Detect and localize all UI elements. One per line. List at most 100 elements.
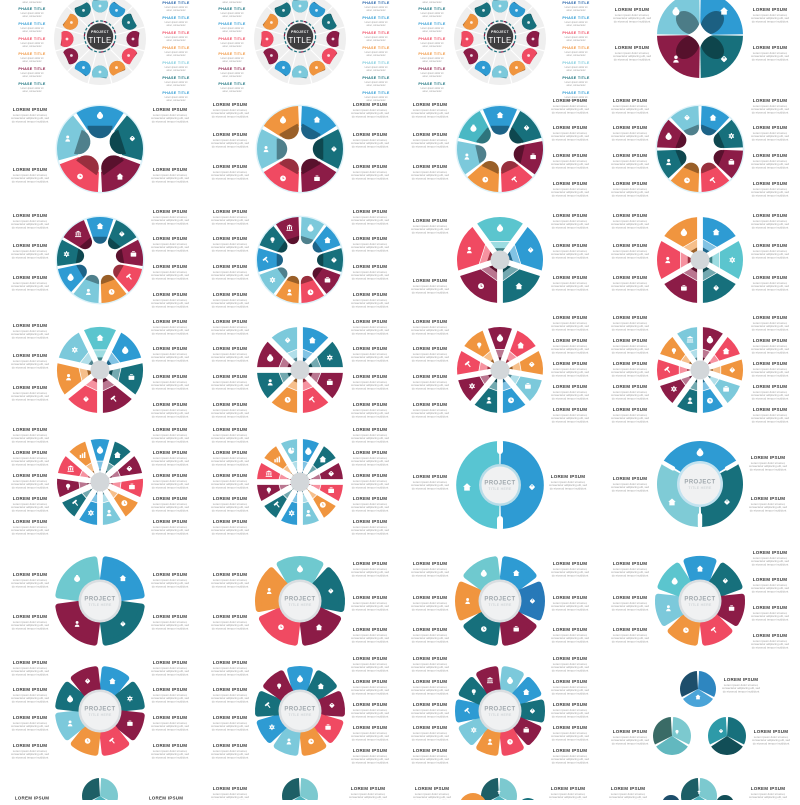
svg-text:Lorem ipsum dolor sit amet,: Lorem ipsum dolor sit amet, bbox=[753, 321, 788, 325]
svg-text:do eiusmod tempor incididunt: do eiusmod tempor incididunt bbox=[212, 177, 249, 181]
svg-text:do eiusmod tempor incididunt: do eiusmod tempor incididunt bbox=[352, 715, 389, 719]
svg-text:consectetur adipiscing elit, s: consectetur adipiscing elit, sed bbox=[211, 581, 250, 585]
svg-text:Lorem ipsum dolor sit: Lorem ipsum dolor sit bbox=[165, 6, 188, 9]
svg-text:do eiusmod tempor incididunt: do eiusmod tempor incididunt bbox=[412, 640, 449, 644]
svg-text:LOREM IPSUM: LOREM IPSUM bbox=[153, 450, 188, 455]
svg-text:Lorem ipsum dolor sit amet,: Lorem ipsum dolor sit amet, bbox=[553, 187, 588, 191]
svg-text:Lorem ipsum dolor sit amet,: Lorem ipsum dolor sit amet, bbox=[724, 683, 759, 687]
svg-text:do eiusmod tempor incididunt: do eiusmod tempor incididunt bbox=[412, 487, 449, 491]
svg-text:consectetur adipiscing elit, s: consectetur adipiscing elit, sed bbox=[351, 711, 390, 715]
svg-text:consectetur adipiscing elit, s: consectetur adipiscing elit, sed bbox=[411, 141, 450, 145]
svg-text:do eiusmod tempor incididunt: do eiusmod tempor incididunt bbox=[612, 226, 649, 230]
svg-text:amet, consectetur: amet, consectetur bbox=[422, 15, 441, 18]
svg-text:do eiusmod tempor incididunt: do eiusmod tempor incididunt bbox=[152, 359, 189, 363]
svg-text:do eiusmod tempor incididunt: do eiusmod tempor incididunt bbox=[752, 397, 789, 401]
svg-text:LOREM IPSUM: LOREM IPSUM bbox=[13, 323, 48, 328]
svg-text:consectetur adipiscing elit, s: consectetur adipiscing elit, sed bbox=[211, 173, 250, 177]
svg-text:PHASE TITLE: PHASE TITLE bbox=[562, 76, 590, 80]
svg-text:Lorem ipsum dolor sit: Lorem ipsum dolor sit bbox=[221, 27, 244, 30]
svg-text:LOREM IPSUM: LOREM IPSUM bbox=[553, 627, 588, 632]
svg-text:do eiusmod tempor incididunt: do eiusmod tempor incididunt bbox=[12, 288, 49, 292]
svg-text:LOREM IPSUM: LOREM IPSUM bbox=[149, 796, 184, 801]
svg-text:consectetur adipiscing elit, s: consectetur adipiscing elit, sed bbox=[551, 284, 590, 288]
svg-text:LOREM IPSUM: LOREM IPSUM bbox=[351, 786, 386, 791]
svg-text:Lorem ipsum dolor sit amet,: Lorem ipsum dolor sit amet, bbox=[213, 433, 248, 437]
svg-text:consectetur adipiscing elit, s: consectetur adipiscing elit, sed bbox=[411, 287, 450, 291]
svg-text:LOREM IPSUM: LOREM IPSUM bbox=[153, 519, 188, 524]
svg-text:Lorem ipsum dolor sit amet,: Lorem ipsum dolor sit amet, bbox=[153, 721, 188, 725]
svg-text:LOREM IPSUM: LOREM IPSUM bbox=[613, 729, 648, 734]
svg-text:do eiusmod tempor incididunt: do eiusmod tempor incididunt bbox=[12, 440, 49, 444]
svg-text:Lorem ipsum dolor sit amet,: Lorem ipsum dolor sit amet, bbox=[13, 391, 48, 395]
svg-text:consectetur adipiscing elit, s: consectetur adipiscing elit, sed bbox=[611, 284, 650, 288]
svg-text:Lorem ipsum dolor sit: Lorem ipsum dolor sit bbox=[365, 21, 388, 24]
svg-text:Lorem ipsum dolor sit amet,: Lorem ipsum dolor sit amet, bbox=[413, 731, 448, 735]
svg-text:Lorem ipsum dolor sit: Lorem ipsum dolor sit bbox=[421, 27, 444, 30]
svg-text:Lorem ipsum dolor sit amet,: Lorem ipsum dolor sit amet, bbox=[353, 215, 388, 219]
svg-text:consectetur adipiscing elit, s: consectetur adipiscing elit, sed bbox=[351, 436, 390, 440]
svg-text:consectetur adipiscing elit, s: consectetur adipiscing elit, sed bbox=[751, 347, 790, 351]
svg-text:Lorem ipsum dolor sit amet,: Lorem ipsum dolor sit amet, bbox=[13, 433, 48, 437]
svg-text:LOREM IPSUM: LOREM IPSUM bbox=[413, 319, 448, 324]
svg-text:Lorem ipsum dolor sit amet,: Lorem ipsum dolor sit amet, bbox=[551, 792, 586, 796]
svg-text:Lorem ipsum dolor sit amet,: Lorem ipsum dolor sit amet, bbox=[153, 456, 188, 460]
svg-text:consectetur adipiscing elit, s: consectetur adipiscing elit, sed bbox=[551, 190, 590, 194]
svg-text:LOREM IPSUM: LOREM IPSUM bbox=[553, 213, 588, 218]
svg-text:consectetur adipiscing elit, s: consectetur adipiscing elit, sed bbox=[611, 252, 650, 256]
svg-text:Lorem ipsum dolor sit amet,: Lorem ipsum dolor sit amet, bbox=[13, 113, 48, 117]
svg-text:PHASE TITLE: PHASE TITLE bbox=[362, 76, 390, 80]
svg-text:consectetur adipiscing elit, s: consectetur adipiscing elit, sed bbox=[349, 795, 388, 799]
svg-text:Lorem ipsum dolor sit amet,: Lorem ipsum dolor sit amet, bbox=[553, 731, 588, 735]
svg-text:Lorem ipsum dolor sit amet,: Lorem ipsum dolor sit amet, bbox=[553, 633, 588, 637]
svg-text:consectetur adipiscing elit, s: consectetur adipiscing elit, sed bbox=[211, 411, 250, 415]
svg-text:Lorem ipsum dolor sit amet,: Lorem ipsum dolor sit amet, bbox=[553, 321, 588, 325]
svg-text:amet, consectetur: amet, consectetur bbox=[166, 84, 185, 87]
svg-text:Lorem ipsum dolor sit amet,: Lorem ipsum dolor sit amet, bbox=[213, 792, 248, 796]
svg-text:Lorem ipsum dolor sit amet,: Lorem ipsum dolor sit amet, bbox=[213, 502, 248, 506]
svg-text:do eiusmod tempor incididunt: do eiusmod tempor incididunt bbox=[352, 608, 389, 612]
svg-text:consectetur adipiscing elit, s: consectetur adipiscing elit, sed bbox=[722, 686, 761, 690]
svg-text:amet, consectetur: amet, consectetur bbox=[422, 60, 441, 63]
svg-text:LOREM IPSUM: LOREM IPSUM bbox=[13, 167, 48, 172]
svg-text:LOREM IPSUM: LOREM IPSUM bbox=[153, 687, 188, 692]
svg-text:LOREM IPSUM: LOREM IPSUM bbox=[13, 275, 48, 280]
svg-text:do eiusmod tempor incididunt: do eiusmod tempor incididunt bbox=[352, 640, 389, 644]
svg-text:consectetur adipiscing elit, s: consectetur adipiscing elit, sed bbox=[611, 370, 650, 374]
svg-text:amet, consectetur: amet, consectetur bbox=[366, 39, 385, 42]
svg-text:LOREM IPSUM: LOREM IPSUM bbox=[413, 561, 448, 566]
svg-text:do eiusmod tempor incididunt: do eiusmod tempor incididunt bbox=[152, 249, 189, 253]
svg-text:LOREM IPSUM: LOREM IPSUM bbox=[553, 407, 588, 412]
svg-text:consectetur adipiscing elit, s: consectetur adipiscing elit, sed bbox=[551, 162, 590, 166]
svg-text:do eiusmod tempor incididunt: do eiusmod tempor incididunt bbox=[752, 111, 789, 115]
svg-text:do eiusmod tempor incididunt: do eiusmod tempor incididunt bbox=[152, 120, 189, 124]
svg-text:do eiusmod tempor incididunt: do eiusmod tempor incididunt bbox=[212, 627, 249, 631]
svg-text:PHASE TITLE: PHASE TITLE bbox=[562, 16, 590, 20]
svg-text:do eiusmod tempor incididunt: do eiusmod tempor incididunt bbox=[612, 489, 649, 493]
svg-text:consectetur adipiscing elit, s: consectetur adipiscing elit, sed bbox=[411, 483, 450, 487]
svg-text:Lorem ipsum dolor sit amet,: Lorem ipsum dolor sit amet, bbox=[615, 51, 650, 55]
svg-text:do eiusmod tempor incididunt: do eiusmod tempor incididunt bbox=[412, 291, 449, 295]
svg-text:LOREM IPSUM: LOREM IPSUM bbox=[213, 236, 248, 241]
svg-text:amet, consectetur: amet, consectetur bbox=[222, 45, 241, 48]
svg-text:consectetur adipiscing elit, s: consectetur adipiscing elit, sed bbox=[551, 688, 590, 692]
svg-text:PHASE TITLE: PHASE TITLE bbox=[418, 7, 446, 11]
svg-text:do eiusmod tempor incididunt: do eiusmod tempor incididunt bbox=[152, 509, 189, 513]
svg-text:LOREM IPSUM: LOREM IPSUM bbox=[353, 679, 388, 684]
svg-text:do eiusmod tempor incididunt: do eiusmod tempor incididunt bbox=[412, 177, 449, 181]
svg-text:consectetur adipiscing elit, s: consectetur adipiscing elit, sed bbox=[411, 173, 450, 177]
svg-text:do eiusmod tempor incididunt: do eiusmod tempor incididunt bbox=[552, 166, 589, 170]
svg-text:do eiusmod tempor incididunt: do eiusmod tempor incididunt bbox=[212, 222, 249, 226]
svg-text:Lorem ipsum dolor sit amet,: Lorem ipsum dolor sit amet, bbox=[613, 735, 648, 739]
svg-text:LOREM IPSUM: LOREM IPSUM bbox=[551, 786, 586, 791]
svg-text:amet, consectetur: amet, consectetur bbox=[222, 90, 241, 93]
svg-text:amet, consectetur: amet, consectetur bbox=[222, 60, 241, 63]
svg-text:LOREM IPSUM: LOREM IPSUM bbox=[413, 374, 448, 379]
svg-text:consectetur adipiscing elit, s: consectetur adipiscing elit, sed bbox=[551, 393, 590, 397]
svg-text:LOREM IPSUM: LOREM IPSUM bbox=[553, 748, 588, 753]
svg-text:LOREM IPSUM: LOREM IPSUM bbox=[353, 725, 388, 730]
svg-text:consectetur adipiscing elit, s: consectetur adipiscing elit, sed bbox=[211, 355, 250, 359]
svg-text:amet, consectetur: amet, consectetur bbox=[22, 45, 41, 48]
svg-text:do eiusmod tempor incididunt: do eiusmod tempor incididunt bbox=[12, 673, 49, 677]
svg-text:LOREM IPSUM: LOREM IPSUM bbox=[413, 402, 448, 407]
svg-text:Lorem ipsum dolor sit amet,: Lorem ipsum dolor sit amet, bbox=[153, 215, 188, 219]
